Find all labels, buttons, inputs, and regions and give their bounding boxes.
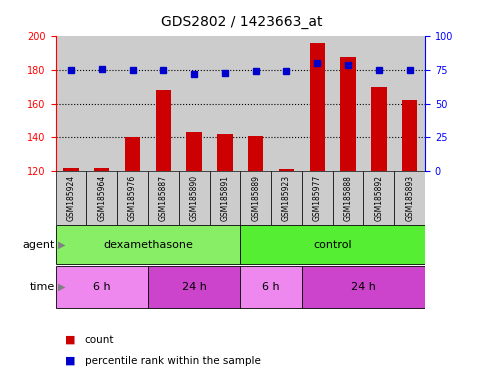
Text: GSM185890: GSM185890 [190,175,199,221]
Bar [210,36,240,171]
Bar [148,36,179,171]
Text: GSM185893: GSM185893 [405,175,414,221]
Bar [240,36,271,171]
Text: GSM185923: GSM185923 [282,175,291,221]
Text: GSM185888: GSM185888 [343,175,353,221]
Bar [94,167,110,171]
Bar [240,171,271,225]
Text: control: control [313,240,352,250]
Bar [217,134,233,171]
Text: GSM185964: GSM185964 [97,175,106,221]
Text: count: count [85,335,114,345]
Bar [117,171,148,225]
Bar [271,171,302,225]
Bar [302,171,333,225]
Bar [394,36,425,171]
Text: agent: agent [22,240,55,250]
Bar [56,266,148,308]
Text: time: time [29,282,55,292]
Text: dexamethasone: dexamethasone [103,240,193,250]
Bar [148,266,241,308]
Bar [56,171,86,225]
Text: ▶: ▶ [58,282,66,292]
Bar [179,36,210,171]
Text: GSM185924: GSM185924 [67,175,75,221]
Bar [63,167,79,171]
Bar [179,171,210,225]
Bar [117,36,148,171]
Bar [125,137,140,171]
Text: 6 h: 6 h [93,282,111,292]
Bar [341,57,356,171]
Bar [333,171,364,225]
Bar [210,171,240,225]
Text: GSM185889: GSM185889 [251,175,260,221]
Text: 6 h: 6 h [262,282,280,292]
Bar [186,132,202,171]
Bar [56,225,241,264]
Bar [394,171,425,225]
Bar [148,171,179,225]
Bar [86,171,117,225]
Text: ■: ■ [65,356,76,366]
Text: ■: ■ [65,335,76,345]
Bar [248,136,263,171]
Bar [240,266,302,308]
Bar [302,36,333,171]
Bar [156,90,171,171]
Bar [302,266,425,308]
Bar [240,225,425,264]
Text: GSM185892: GSM185892 [374,175,384,221]
Text: GSM185976: GSM185976 [128,175,137,221]
Bar [333,36,364,171]
Text: GSM185977: GSM185977 [313,175,322,221]
Bar [271,36,302,171]
Bar [56,36,86,171]
Bar [364,36,394,171]
Text: 24 h: 24 h [351,282,376,292]
Text: percentile rank within the sample: percentile rank within the sample [85,356,260,366]
Bar [279,169,294,171]
Text: 24 h: 24 h [182,282,207,292]
Bar [86,36,117,171]
Bar [371,87,386,171]
Bar [310,43,325,171]
Text: GSM185887: GSM185887 [159,175,168,221]
Text: ▶: ▶ [58,240,66,250]
Text: GDS2802 / 1423663_at: GDS2802 / 1423663_at [161,15,322,29]
Bar [402,100,417,171]
Text: GSM185891: GSM185891 [220,175,229,221]
Bar [364,171,394,225]
